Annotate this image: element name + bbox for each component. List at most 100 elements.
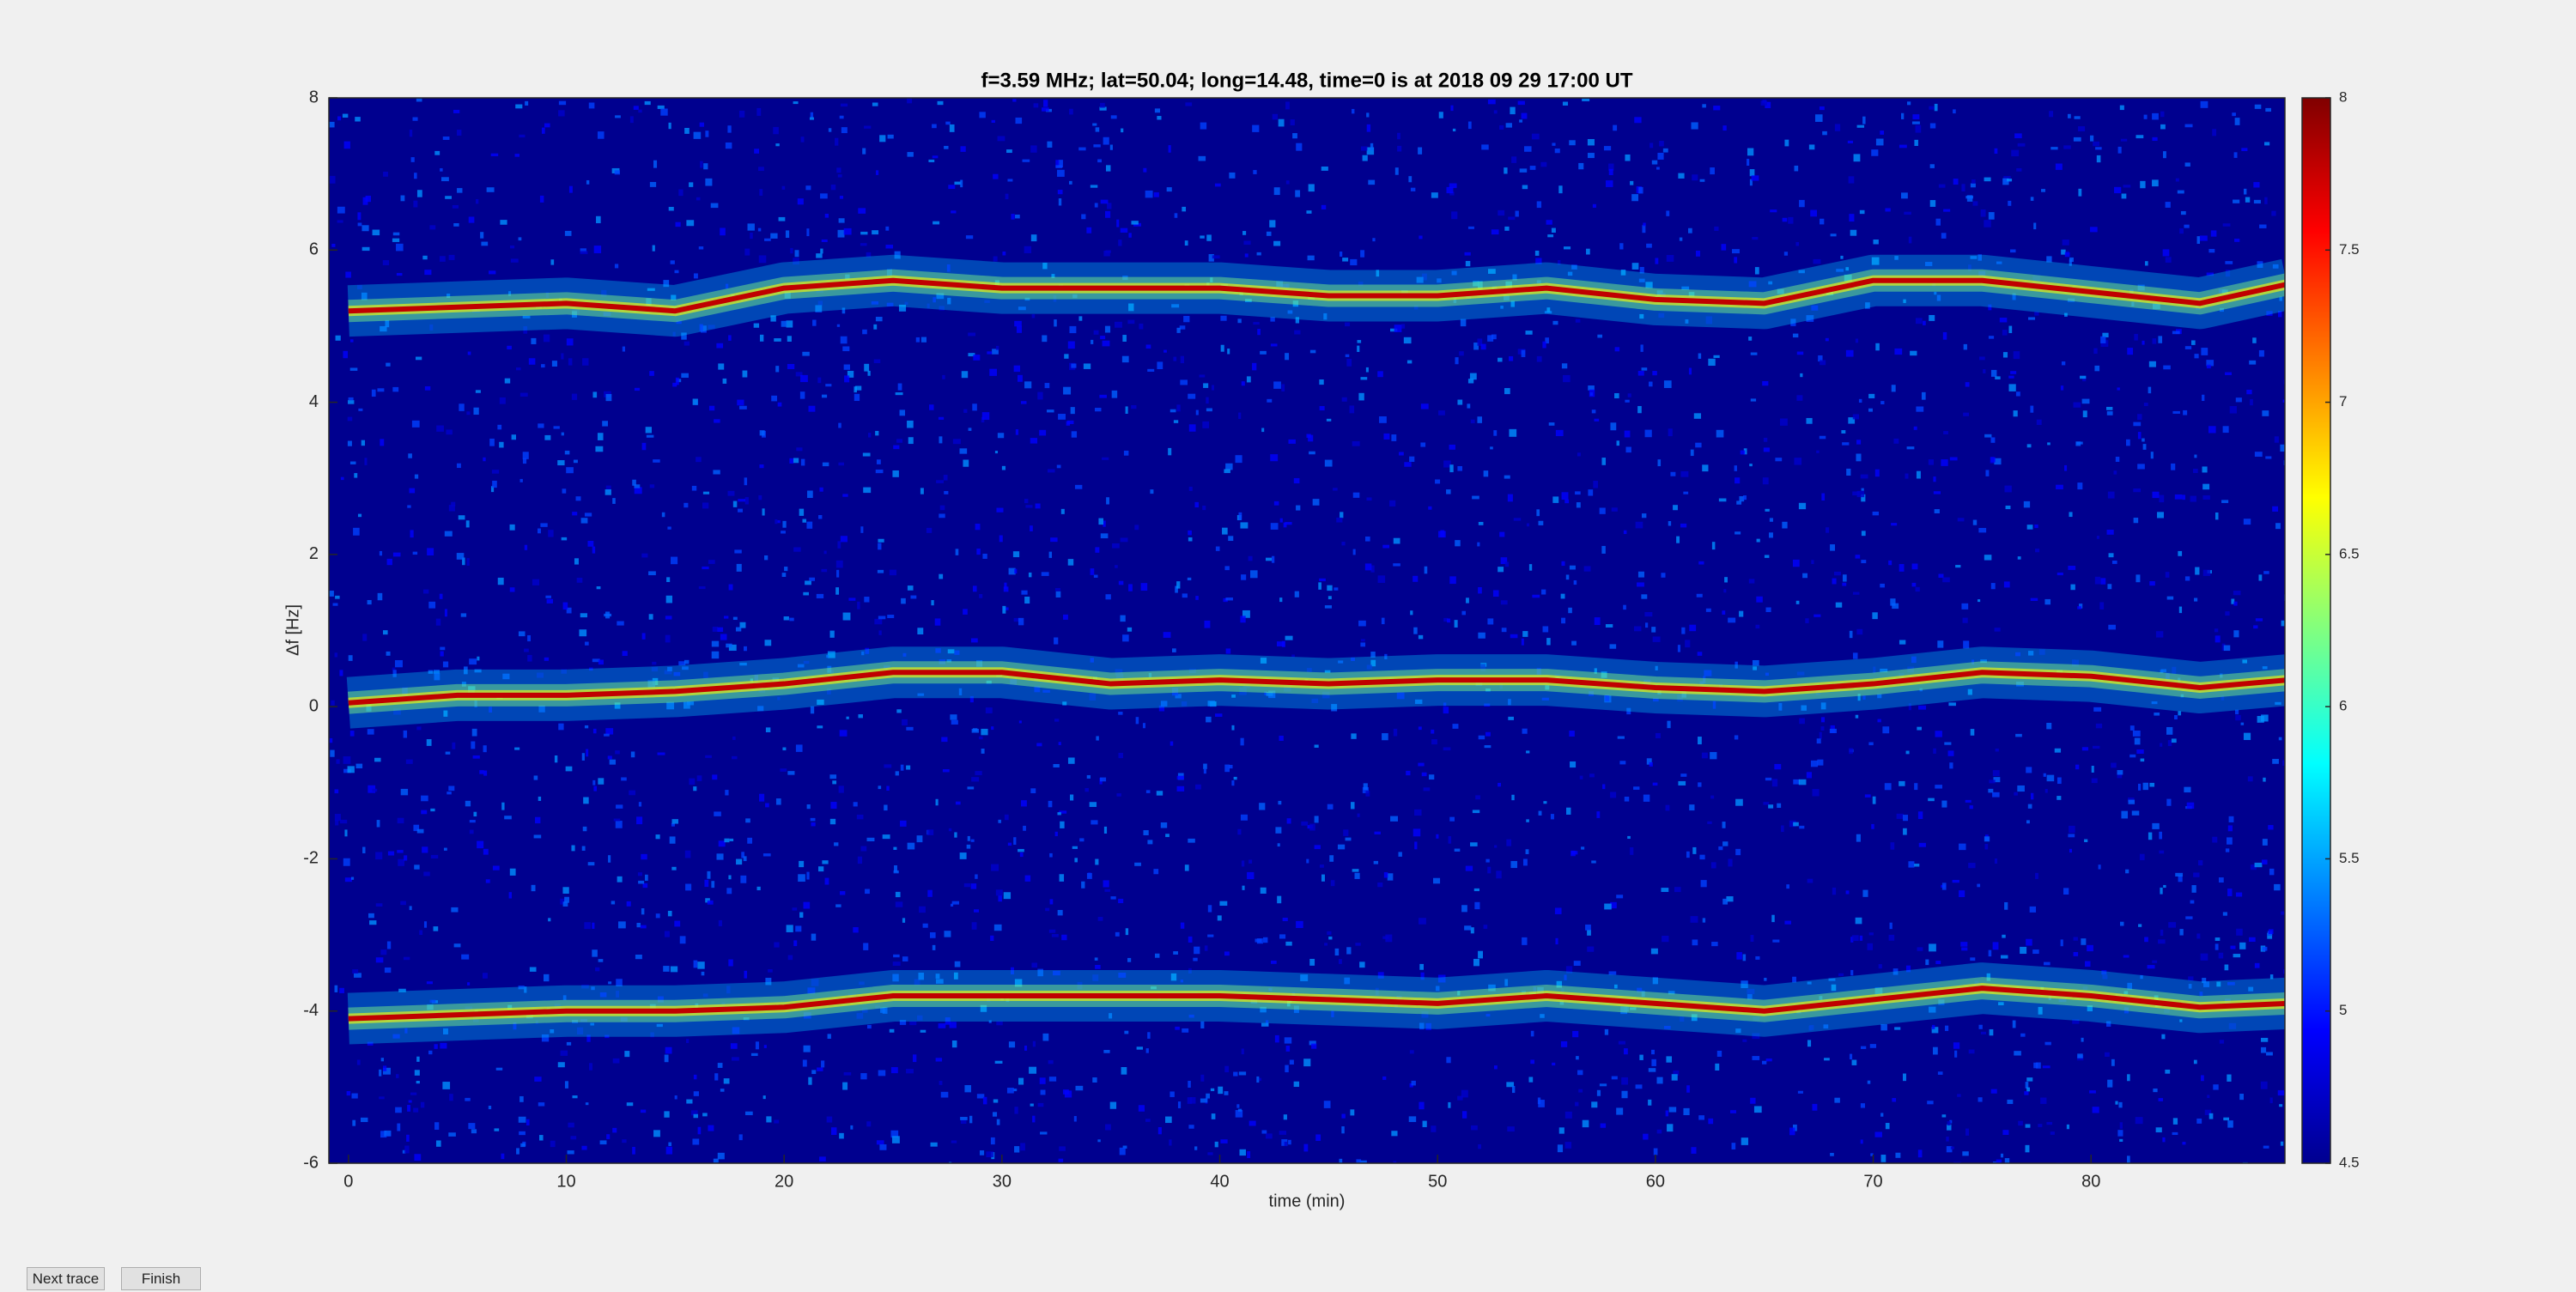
noise-speckle bbox=[1565, 966, 1573, 974]
noise-speckle bbox=[1963, 343, 1967, 350]
noise-speckle bbox=[2152, 960, 2158, 963]
noise-speckle bbox=[1702, 918, 1706, 923]
noise-speckle bbox=[1656, 1077, 1663, 1084]
noise-speckle bbox=[1937, 640, 1944, 648]
noise-speckle bbox=[453, 943, 461, 948]
noise-speckle bbox=[1715, 1063, 1720, 1071]
noise-speckle bbox=[1258, 1077, 1262, 1081]
noise-speckle bbox=[1747, 994, 1753, 1000]
noise-speckle bbox=[1428, 774, 1435, 780]
noise-speckle bbox=[969, 695, 974, 703]
noise-speckle bbox=[344, 829, 348, 837]
noise-speckle bbox=[819, 487, 823, 492]
noise-speckle bbox=[1131, 404, 1137, 409]
noise-speckle bbox=[1308, 434, 1314, 442]
noise-speckle bbox=[1324, 943, 1328, 946]
noise-speckle bbox=[416, 828, 424, 834]
noise-speckle bbox=[936, 480, 945, 483]
noise-speckle bbox=[1508, 716, 1514, 720]
noise-speckle bbox=[1182, 1028, 1189, 1033]
noise-speckle bbox=[1900, 112, 1905, 119]
noise-speckle bbox=[1048, 929, 1056, 933]
noise-speckle bbox=[1681, 286, 1690, 290]
noise-speckle bbox=[535, 816, 541, 824]
noise-speckle bbox=[757, 706, 764, 712]
noise-speckle bbox=[1030, 145, 1037, 153]
noise-speckle bbox=[1086, 774, 1091, 779]
finish-button[interactable]: Finish bbox=[121, 1267, 201, 1290]
noise-speckle bbox=[386, 362, 391, 367]
noise-speckle bbox=[2002, 934, 2006, 938]
noise-speckle bbox=[597, 131, 605, 139]
noise-speckle bbox=[1650, 948, 1658, 955]
noise-speckle bbox=[1198, 155, 1206, 161]
noise-speckle bbox=[588, 102, 595, 109]
noise-speckle bbox=[872, 230, 879, 235]
noise-speckle bbox=[1710, 862, 1716, 869]
noise-speckle bbox=[2117, 146, 2122, 154]
next-trace-button[interactable]: Next trace bbox=[27, 1267, 105, 1290]
noise-speckle bbox=[1054, 831, 1058, 837]
noise-speckle bbox=[1522, 728, 1528, 734]
noise-speckle bbox=[840, 891, 846, 895]
noise-speckle bbox=[1143, 830, 1149, 835]
noise-speckle bbox=[1059, 874, 1065, 882]
noise-speckle bbox=[907, 420, 914, 428]
noise-speckle bbox=[1701, 752, 1708, 759]
noise-speckle bbox=[2279, 1104, 2283, 1107]
noise-speckle bbox=[954, 181, 961, 185]
noise-speckle bbox=[1838, 973, 1844, 976]
noise-speckle bbox=[1147, 368, 1155, 372]
noise-speckle bbox=[2004, 485, 2012, 493]
noise-speckle bbox=[648, 614, 653, 620]
noise-speckle bbox=[428, 601, 436, 609]
noise-speckle bbox=[2210, 230, 2217, 237]
noise-speckle bbox=[1171, 304, 1180, 308]
noise-speckle bbox=[1796, 671, 1805, 676]
noise-speckle bbox=[724, 838, 730, 843]
noise-speckle bbox=[1004, 814, 1009, 821]
x-tick-label: 50 bbox=[1428, 1172, 1447, 1191]
noise-speckle bbox=[984, 300, 990, 303]
noise-speckle bbox=[944, 490, 949, 494]
noise-speckle bbox=[1005, 193, 1009, 200]
noise-speckle bbox=[777, 520, 781, 524]
noise-speckle bbox=[383, 171, 388, 177]
noise-speckle bbox=[1829, 728, 1838, 734]
noise-speckle bbox=[2075, 764, 2080, 770]
noise-speckle bbox=[2050, 147, 2058, 150]
noise-speckle bbox=[2206, 364, 2211, 369]
noise-speckle bbox=[599, 992, 607, 998]
noise-speckle bbox=[1321, 874, 1325, 882]
noise-speckle bbox=[708, 560, 715, 564]
noise-speckle bbox=[1360, 639, 1365, 642]
noise-speckle bbox=[1092, 123, 1097, 126]
noise-speckle bbox=[2160, 929, 2164, 937]
noise-speckle bbox=[858, 714, 863, 719]
noise-speckle bbox=[1985, 470, 1990, 476]
noise-speckle bbox=[1582, 1119, 1589, 1128]
noise-speckle bbox=[571, 393, 578, 400]
noise-speckle bbox=[1303, 1058, 1311, 1067]
noise-speckle bbox=[2016, 682, 2024, 687]
noise-speckle bbox=[1079, 838, 1084, 842]
noise-speckle bbox=[1969, 805, 1973, 810]
noise-speckle bbox=[1072, 294, 1078, 299]
noise-speckle bbox=[1538, 810, 1542, 816]
noise-speckle bbox=[1092, 1077, 1097, 1083]
noise-speckle bbox=[329, 591, 334, 597]
noise-speckle bbox=[1998, 1002, 2004, 1005]
noise-speckle bbox=[2227, 837, 2233, 845]
noise-speckle bbox=[1824, 1058, 1830, 1061]
noise-speckle bbox=[2264, 142, 2270, 146]
noise-speckle bbox=[2160, 887, 2163, 895]
noise-speckle bbox=[1513, 518, 1522, 521]
noise-speckle bbox=[800, 374, 808, 383]
noise-speckle bbox=[528, 358, 536, 365]
noise-speckle bbox=[1309, 958, 1315, 966]
noise-speckle bbox=[1224, 469, 1230, 474]
noise-speckle bbox=[684, 850, 691, 858]
noise-speckle bbox=[768, 969, 773, 973]
noise-speckle bbox=[1814, 614, 1821, 617]
noise-speckle bbox=[1252, 362, 1257, 371]
